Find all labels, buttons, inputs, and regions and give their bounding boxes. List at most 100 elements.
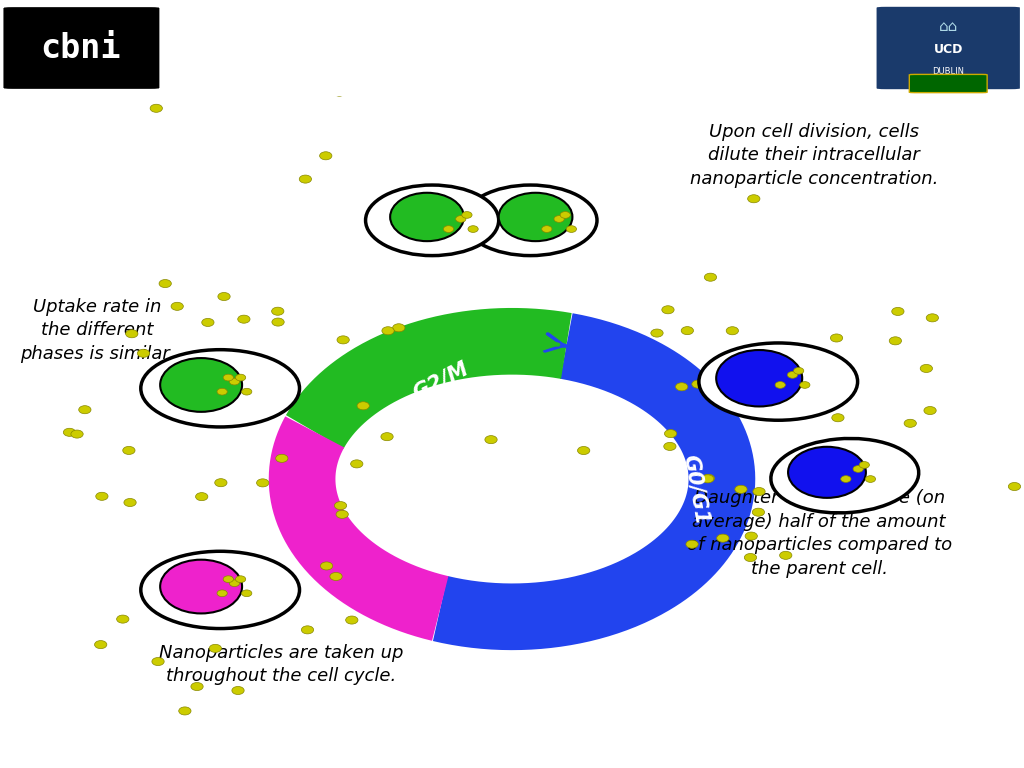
- Circle shape: [681, 326, 693, 335]
- Circle shape: [369, 77, 381, 84]
- Circle shape: [927, 314, 939, 322]
- Text: ⌂⌂: ⌂⌂: [939, 19, 957, 35]
- Circle shape: [735, 485, 748, 493]
- Circle shape: [745, 532, 758, 540]
- Circle shape: [651, 329, 664, 337]
- Circle shape: [330, 572, 342, 581]
- Circle shape: [124, 498, 136, 507]
- Text: G2/M: G2/M: [410, 359, 472, 403]
- Circle shape: [71, 430, 83, 438]
- Circle shape: [392, 324, 404, 332]
- Ellipse shape: [698, 343, 858, 420]
- Circle shape: [272, 318, 285, 326]
- Circle shape: [171, 303, 183, 310]
- Circle shape: [159, 280, 171, 287]
- Circle shape: [717, 534, 729, 542]
- Circle shape: [542, 226, 552, 233]
- Circle shape: [841, 475, 851, 482]
- Circle shape: [748, 195, 760, 203]
- Text: phase at the moment of exposure to nanoparticles: phase at the moment of exposure to nanop…: [253, 65, 812, 84]
- Ellipse shape: [141, 551, 299, 628]
- Circle shape: [223, 576, 233, 583]
- Circle shape: [123, 446, 135, 455]
- Circle shape: [775, 382, 785, 389]
- Circle shape: [137, 349, 150, 357]
- Circle shape: [753, 488, 765, 495]
- Circle shape: [664, 442, 676, 451]
- Circle shape: [731, 376, 743, 384]
- Circle shape: [151, 104, 163, 112]
- Circle shape: [921, 365, 933, 372]
- Circle shape: [676, 382, 688, 391]
- Circle shape: [160, 560, 242, 614]
- FancyBboxPatch shape: [909, 74, 987, 93]
- Circle shape: [190, 683, 203, 690]
- Circle shape: [196, 492, 208, 501]
- Circle shape: [242, 590, 252, 597]
- Circle shape: [236, 374, 246, 381]
- Circle shape: [692, 380, 705, 388]
- Ellipse shape: [366, 185, 499, 256]
- Text: Nanoparticles are taken up
throughout the cell cycle.: Nanoparticles are taken up throughout th…: [160, 644, 403, 685]
- FancyBboxPatch shape: [876, 6, 1021, 91]
- Text: Upon cell division, cells
dilute their intracellular
nanoparticle concentration.: Upon cell division, cells dilute their i…: [690, 123, 938, 188]
- Circle shape: [275, 455, 288, 462]
- Text: UCD: UCD: [934, 44, 963, 56]
- Circle shape: [554, 216, 564, 223]
- Circle shape: [126, 329, 138, 338]
- Circle shape: [566, 226, 577, 233]
- Circle shape: [390, 193, 464, 241]
- Circle shape: [209, 644, 221, 652]
- Circle shape: [63, 429, 76, 436]
- Circle shape: [716, 350, 802, 406]
- FancyBboxPatch shape: [2, 6, 161, 91]
- Circle shape: [94, 641, 106, 649]
- Circle shape: [215, 478, 227, 487]
- Circle shape: [859, 462, 869, 468]
- Circle shape: [485, 435, 498, 444]
- Circle shape: [753, 508, 765, 516]
- Circle shape: [271, 307, 284, 315]
- Circle shape: [892, 307, 904, 316]
- Circle shape: [726, 326, 738, 335]
- Circle shape: [346, 616, 358, 624]
- Circle shape: [231, 687, 244, 694]
- Circle shape: [96, 492, 109, 500]
- Text: Daughter cells will have (on
average) half of the amount
of nanoparticles compar: Daughter cells will have (on average) ha…: [687, 489, 951, 578]
- Circle shape: [236, 576, 246, 583]
- Circle shape: [794, 368, 804, 374]
- Text: Nanoparticle uptake in a cycling cell: example of a cell in G1: Nanoparticle uptake in a cycling cell: e…: [200, 22, 865, 40]
- Circle shape: [357, 402, 370, 410]
- Circle shape: [350, 460, 362, 468]
- Text: cbni: cbni: [41, 31, 121, 65]
- Circle shape: [468, 226, 478, 233]
- Circle shape: [301, 626, 313, 634]
- Circle shape: [335, 502, 347, 510]
- Circle shape: [665, 429, 677, 438]
- Circle shape: [499, 193, 572, 241]
- Circle shape: [705, 273, 717, 281]
- Circle shape: [336, 510, 348, 518]
- Circle shape: [617, 74, 630, 82]
- Text: DUBLIN: DUBLIN: [932, 68, 965, 77]
- Circle shape: [117, 615, 129, 623]
- Circle shape: [202, 319, 214, 326]
- Circle shape: [662, 306, 674, 314]
- Circle shape: [702, 475, 715, 482]
- Circle shape: [744, 554, 757, 561]
- Circle shape: [924, 406, 936, 415]
- Text: S: S: [364, 507, 394, 535]
- Circle shape: [787, 372, 798, 379]
- Circle shape: [179, 707, 191, 715]
- Circle shape: [853, 465, 863, 472]
- Circle shape: [299, 175, 311, 183]
- Circle shape: [779, 551, 792, 559]
- Circle shape: [865, 475, 876, 482]
- Circle shape: [337, 336, 349, 344]
- Ellipse shape: [464, 185, 597, 256]
- Circle shape: [788, 447, 866, 498]
- Circle shape: [831, 414, 844, 422]
- Circle shape: [889, 337, 901, 345]
- Circle shape: [830, 334, 843, 342]
- Circle shape: [577, 87, 589, 95]
